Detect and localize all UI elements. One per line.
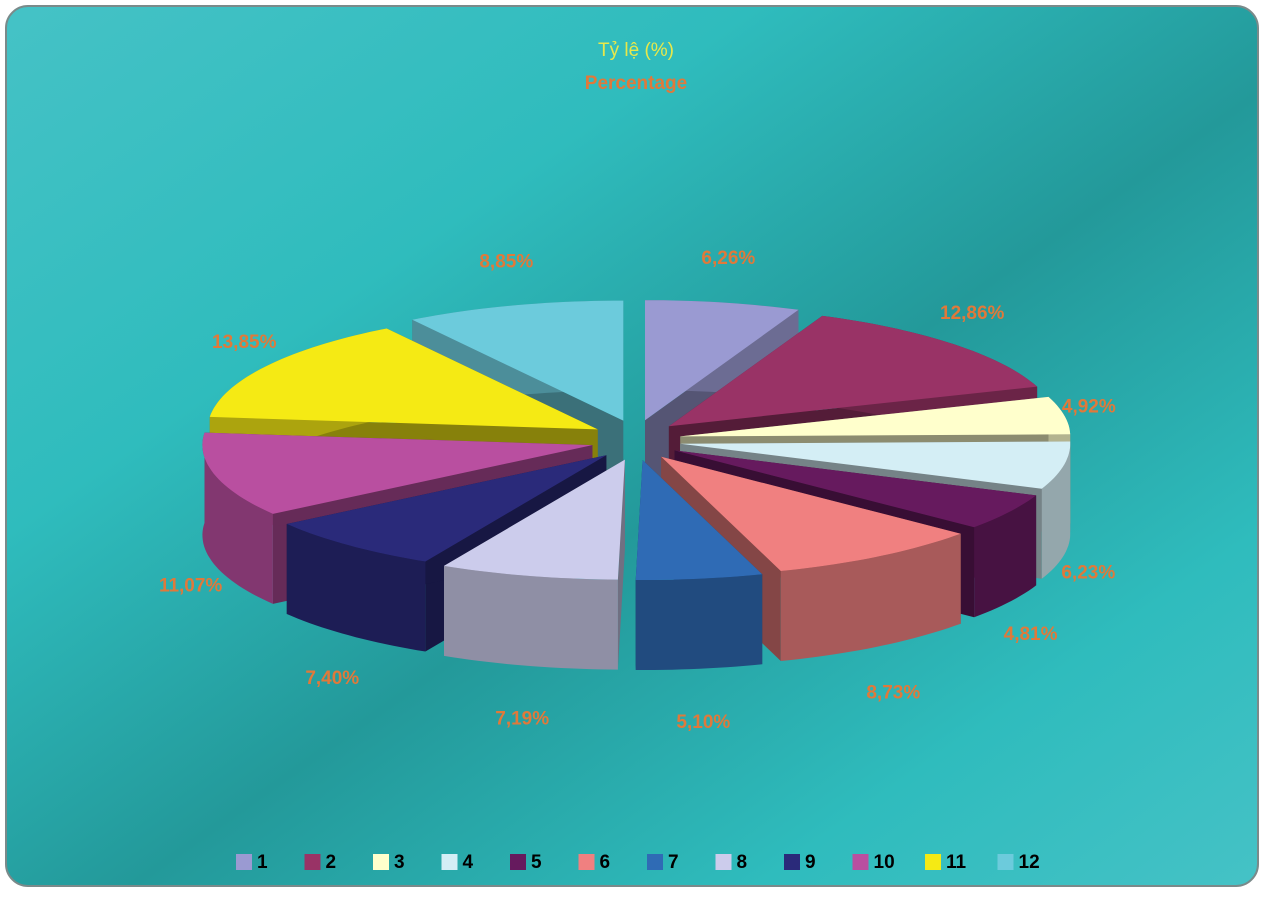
data-label: 8,85% [479,252,533,273]
data-label: 5,10% [676,712,730,733]
legend-swatch [510,854,526,870]
slice-side [635,574,763,670]
legend-label: 10 [874,852,895,873]
legend-label: 2 [326,852,337,873]
slice-side [974,495,1037,618]
legend-swatch [852,854,869,870]
slice-top [668,315,1038,427]
legend-label: 3 [394,852,405,873]
slice-top [286,455,607,562]
slice-top [680,441,1071,489]
slice-top [661,456,961,571]
legend-label: 12 [1019,852,1040,873]
data-label: 11,07% [159,575,222,596]
legend-label: 1 [257,852,268,873]
slice-side [444,565,618,670]
legend-swatch [647,854,663,870]
legend-swatch [997,854,1014,870]
slice-top [645,300,799,421]
slice-side [780,533,961,661]
legend-swatch [715,854,732,870]
legend-label: 6 [600,852,611,873]
legend-swatch [925,854,941,870]
chart-subtitle: Percentage [585,73,687,94]
legend-label: 4 [463,852,474,873]
data-label: 6,23% [1061,563,1115,584]
legend-label: 11 [946,852,967,873]
legend-label: 9 [805,852,816,873]
data-label: 8,73% [866,682,920,703]
legend-swatch [304,854,321,870]
legend-swatch [441,854,458,870]
slice-top [635,460,763,580]
slice-top [444,459,625,580]
legend-swatch [373,854,389,870]
pie-slice [635,460,763,670]
data-label: 7,19% [495,708,549,729]
slice-top [680,396,1071,437]
slice-side [1041,441,1071,579]
slice-top [202,432,593,514]
legend-label: 7 [668,852,679,873]
data-label: 4,81% [1004,624,1058,645]
legend-swatch [236,854,252,870]
data-label: 7,40% [305,668,359,689]
data-label: 12,86% [940,303,1005,324]
legend-label: 5 [531,852,542,873]
chart-title: Tỷ lệ (%) [598,40,674,61]
slice-side [286,524,426,652]
legend-swatch [784,854,800,870]
slice-side [202,432,273,604]
data-label: 4,92% [1062,396,1116,417]
data-label: 6,26% [701,248,755,269]
chart-background [5,5,1259,887]
pie-slice [444,459,625,670]
legend-label: 8 [737,852,748,873]
slice-top [209,328,598,430]
data-label: 13,85% [212,332,277,353]
legend-swatch [578,854,595,870]
slice-top [674,450,1037,528]
slice-top [412,300,624,421]
